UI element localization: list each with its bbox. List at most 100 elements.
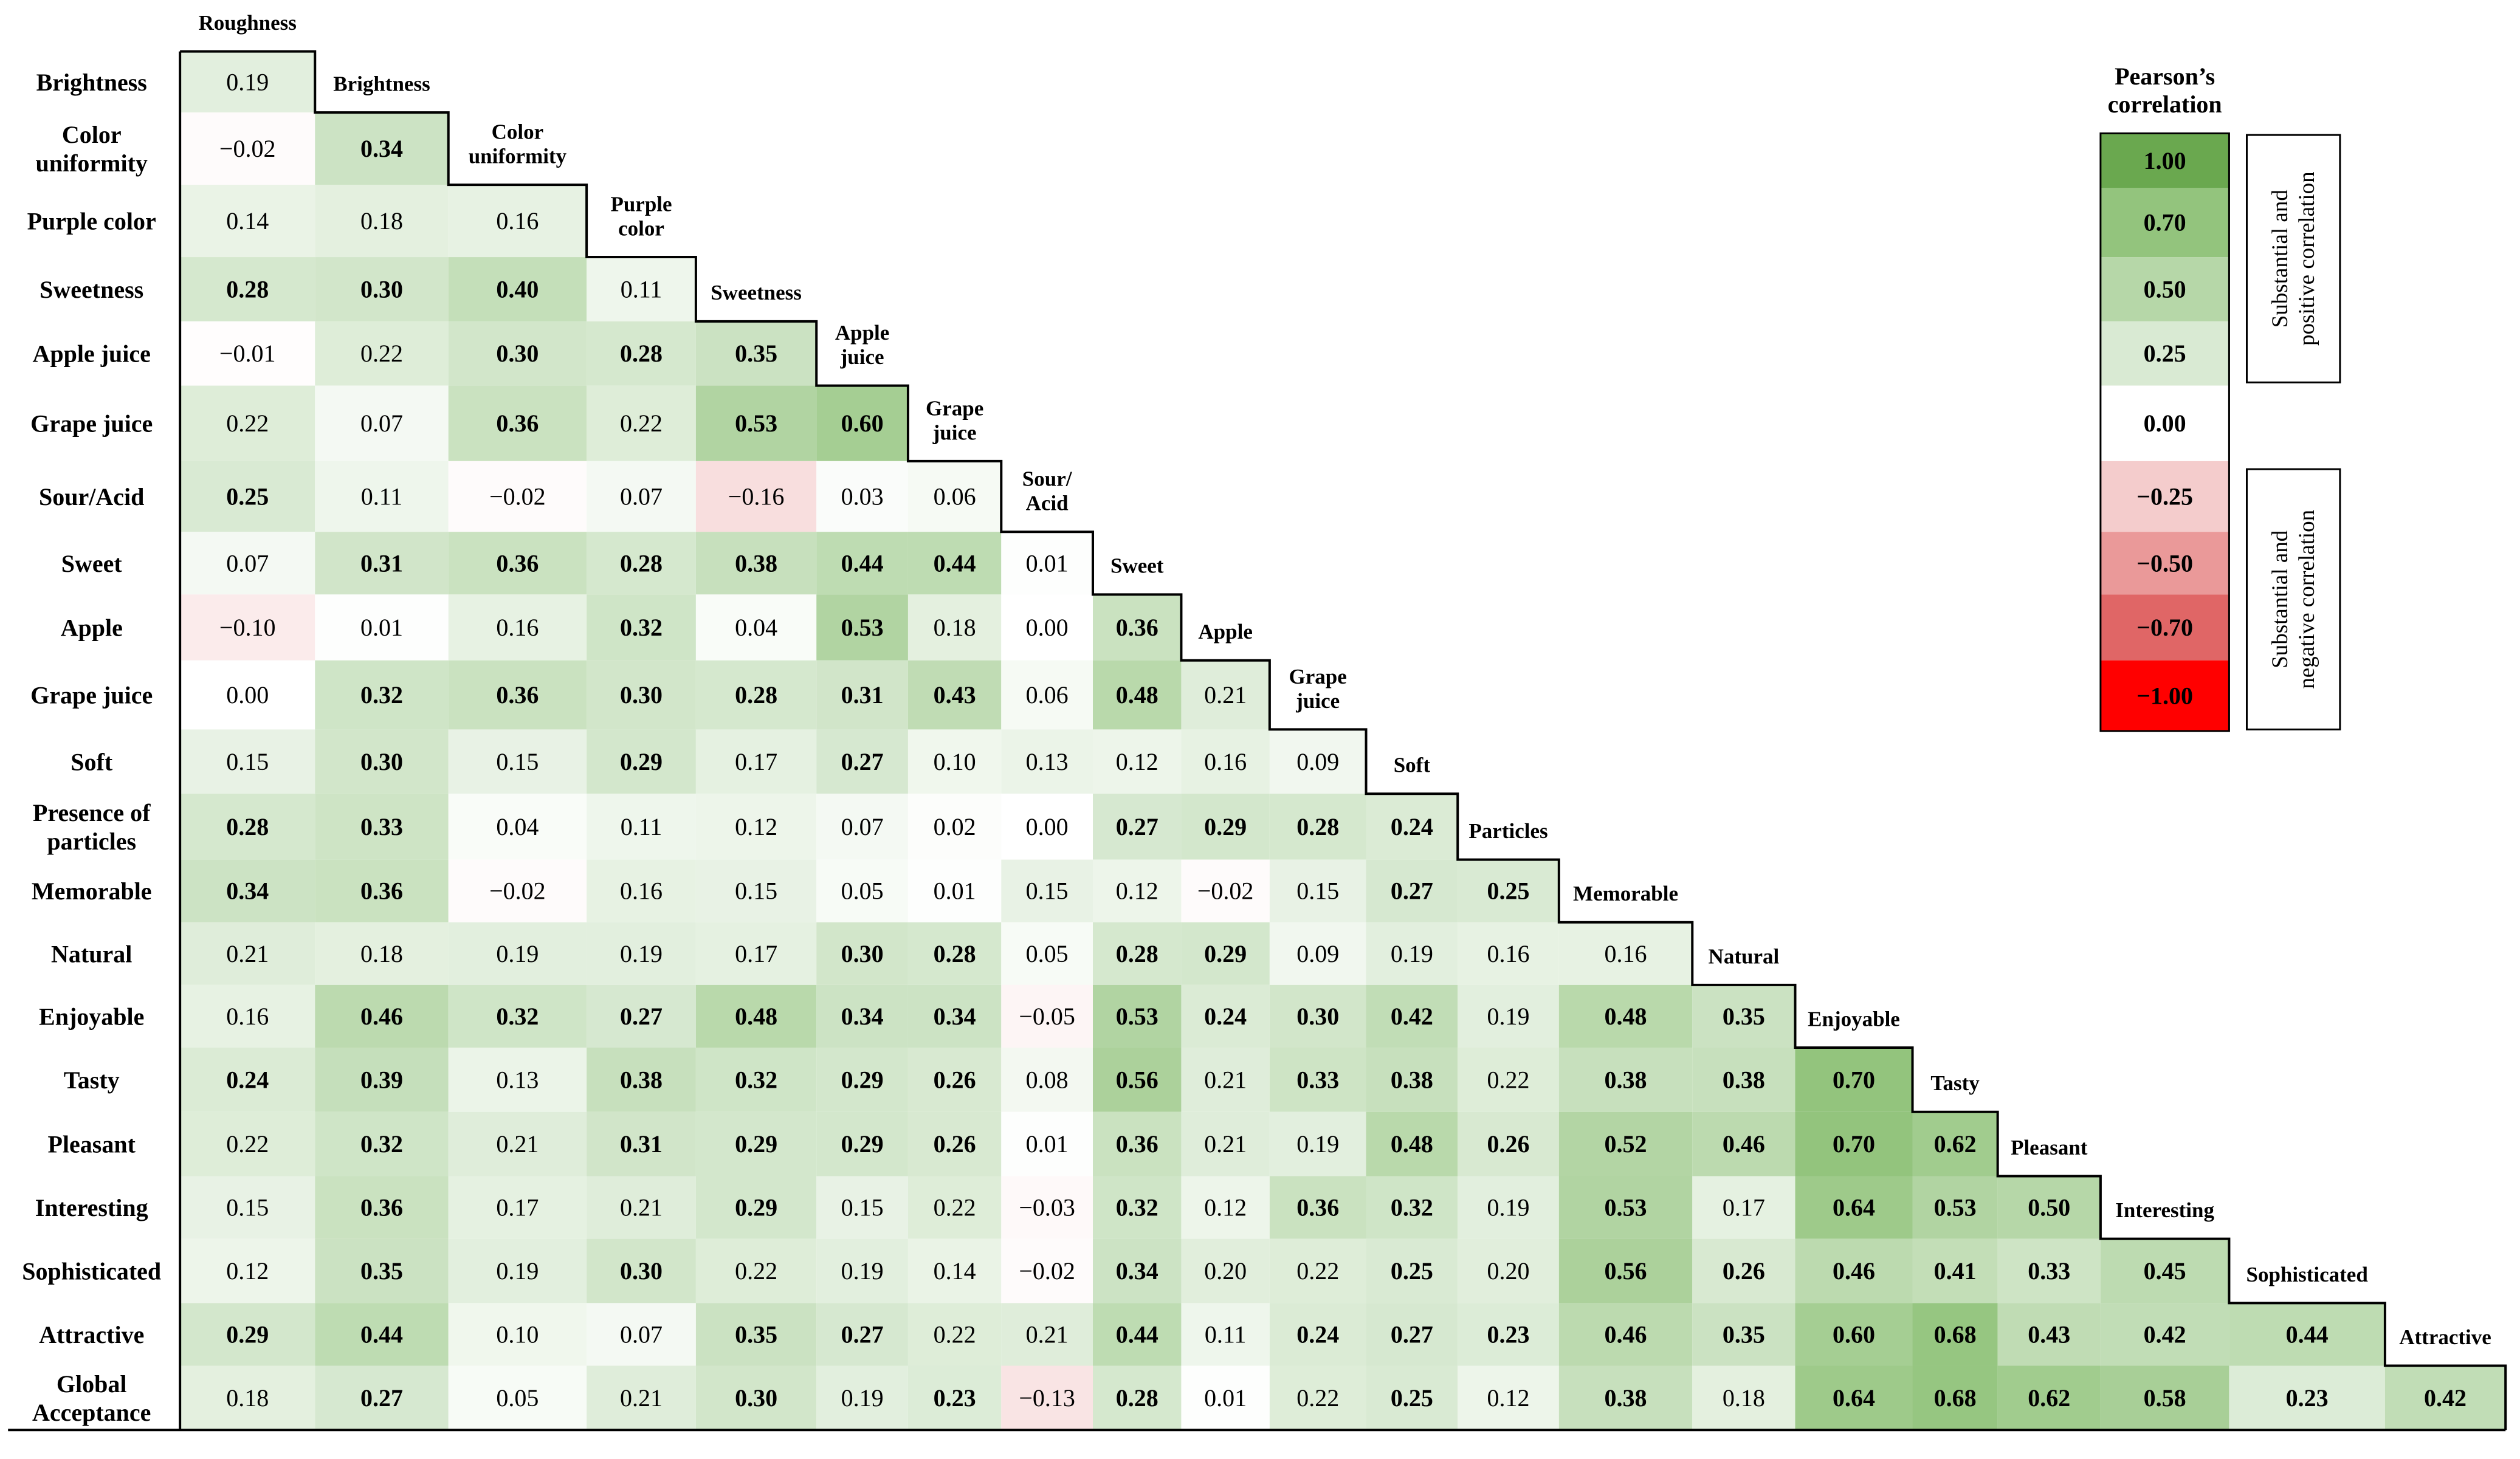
column-label: Color uniformity [469,120,567,168]
cell-value: 0.19 [496,1257,539,1285]
heatmap-cell [315,532,449,595]
cell-value: 0.23 [1487,1320,1530,1348]
cell-value: 0.19 [496,940,539,967]
cell-value: 0.18 [934,614,976,641]
heatmap-cell [180,385,315,461]
heatmap-cell [587,984,696,1048]
heatmap-cell [1366,1176,1458,1239]
cell-value: −0.05 [1019,1003,1075,1030]
row-label: Presence of particles [33,798,151,854]
cell-value: 0.14 [934,1257,976,1285]
heatmap-cell [695,1303,817,1366]
row-labels: Brightness Color uniformity Purple color Swe… [22,68,161,1426]
heatmap-cell [1001,594,1093,661]
heatmap-cell [1001,922,1093,985]
cell-value: 0.68 [1934,1384,1977,1412]
heatmap-cell [1366,1303,1458,1366]
cell-value: 0.27 [1391,877,1433,905]
heatmap-cell [587,859,696,922]
heatmap-cell [1366,1365,1458,1430]
cell-value: 0.20 [1487,1257,1530,1285]
heatmap-cell [1093,1047,1182,1112]
cell-value: 0.29 [841,1066,884,1093]
cell-value: 0.27 [1116,813,1158,840]
cell-value: 0.01 [1026,1130,1069,1158]
heatmap-cell [315,729,449,794]
heatmap-cell [448,321,587,386]
cell-value: 0.16 [496,614,539,641]
cell-value: 0.21 [226,940,269,967]
heatmap-cell [816,385,908,461]
cell-value: 0.19 [841,1257,884,1285]
heatmap-cell [1269,984,1366,1048]
cell-value: 0.27 [841,1320,884,1348]
heatmap-cell [1366,1111,1458,1176]
cell-value: 0.17 [735,940,777,967]
column-label: Soft [1394,753,1431,777]
row-label: Grape juice [30,681,153,709]
heatmap-cell [1692,984,1795,1048]
heatmap-cell [1269,729,1366,794]
cell-value: 0.11 [1205,1320,1247,1348]
cell-value: 0.22 [360,340,403,367]
heatmap-cell [695,729,817,794]
heatmap-cell [695,660,817,730]
cell-value: 0.22 [226,410,269,437]
cell-value: 0.09 [1296,940,1339,967]
cell-value: 0.32 [1116,1194,1158,1221]
heatmap-cell [1181,922,1270,985]
row-label: Purple color [27,207,156,235]
cell-value: 0.28 [620,549,663,577]
heatmap-cell [180,461,315,532]
cell-value: 0.28 [1116,1384,1158,1412]
heatmap-cell [907,461,1002,532]
row-label: Sweet [61,549,123,577]
heatmap-cell [907,1238,1002,1303]
cell-value: 0.52 [1605,1130,1647,1158]
heatmap-cell [1001,984,1093,1048]
heatmap-cell [587,922,696,985]
heatmap-cell [1093,1111,1182,1176]
cell-value: 0.29 [735,1130,777,1158]
heatmap-cell [587,594,696,661]
legend: Pearson’s correlation 1.00 0.70 0.50 0.25 0.00… [2099,63,2341,732]
cell-value: 0.21 [1204,1066,1247,1093]
heatmap-cell [1458,922,1559,985]
cell-value: 0.31 [620,1130,663,1158]
heatmap-cell [816,1238,908,1303]
cell-value: 0.19 [1296,1130,1339,1158]
heatmap-cell [448,922,587,985]
cell-value: 0.25 [1391,1257,1433,1285]
heatmap-cell [1692,1365,1795,1430]
heatmap-cell [1181,1303,1270,1366]
cell-value: 0.42 [1391,1003,1433,1030]
heatmap-cell [816,729,908,794]
cell-value: 0.53 [841,614,884,641]
heatmap-cell [907,1047,1002,1112]
cell-value: 0.16 [496,207,539,235]
cell-value: 0.46 [360,1003,403,1030]
heatmap-cell [1366,859,1458,922]
legend-value: 1.00 [2144,147,2186,174]
heatmap-cell [907,532,1002,595]
cell-value: 0.30 [735,1384,777,1412]
cell-value: 0.01 [1026,549,1069,577]
row-label: Color uniformity [35,121,147,177]
cell-value: 0.16 [226,1003,269,1030]
cell-value: 0.22 [735,1257,777,1285]
cell-value: 0.31 [841,681,884,709]
cell-value: 0.35 [360,1257,403,1285]
cell-value: 0.15 [1296,877,1339,905]
cell-value: 0.10 [934,748,976,775]
cell-value: 0.05 [1026,940,1069,967]
cell-value: 0.18 [360,940,403,967]
cell-value: 0.27 [841,748,884,775]
cell-value: 0.21 [1204,1130,1247,1158]
heatmap-cell [1001,859,1093,922]
heatmap-cell [1181,1365,1270,1430]
heatmap-cell [1269,1238,1366,1303]
heatmap-cell [1795,1365,1913,1430]
heatmap-cell [587,461,696,532]
heatmap-cell [816,461,908,532]
cell-value: 0.09 [1296,748,1339,775]
